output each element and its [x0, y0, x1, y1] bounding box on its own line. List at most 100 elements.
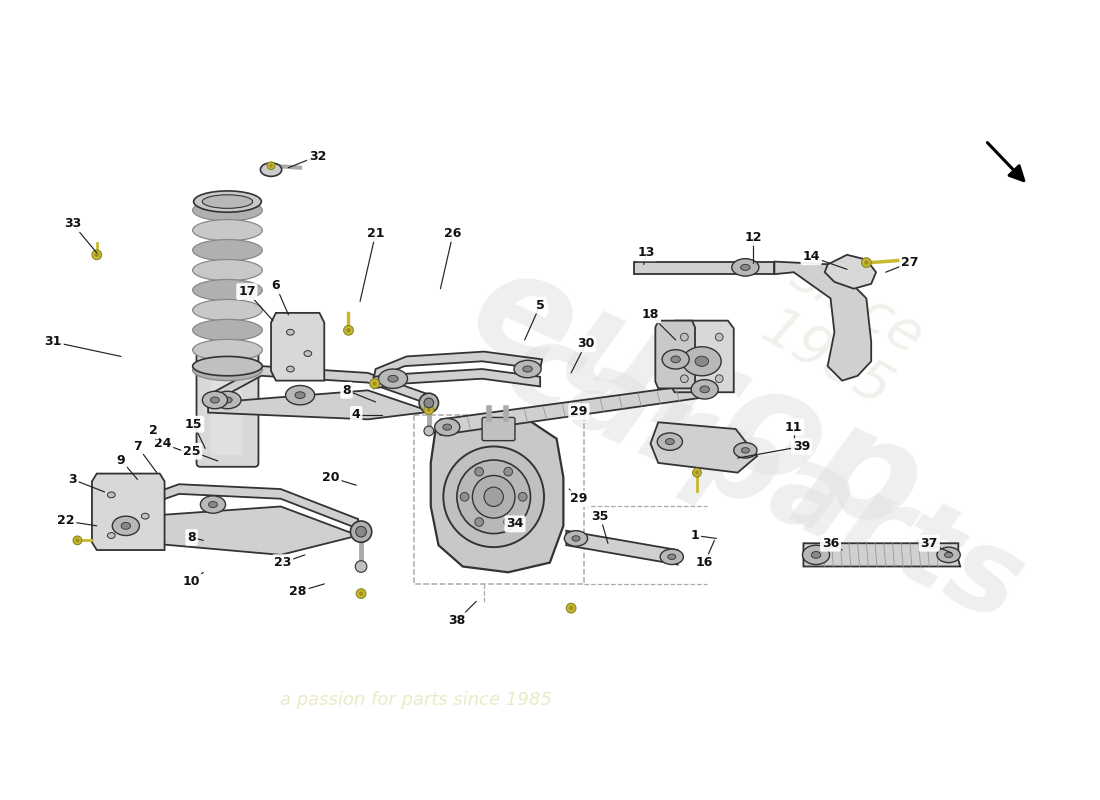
- Circle shape: [427, 407, 431, 412]
- Ellipse shape: [668, 554, 675, 559]
- Text: 24: 24: [154, 437, 172, 450]
- Ellipse shape: [261, 163, 282, 176]
- Ellipse shape: [222, 397, 232, 403]
- Ellipse shape: [671, 356, 681, 362]
- Text: 33: 33: [64, 218, 81, 230]
- Polygon shape: [656, 321, 695, 388]
- Ellipse shape: [194, 191, 262, 212]
- Ellipse shape: [200, 496, 225, 514]
- Text: 9: 9: [117, 454, 125, 466]
- Text: 30: 30: [578, 338, 594, 350]
- Ellipse shape: [378, 369, 407, 388]
- Ellipse shape: [734, 442, 757, 458]
- Ellipse shape: [286, 366, 295, 372]
- Circle shape: [355, 561, 367, 572]
- Circle shape: [484, 487, 504, 506]
- Ellipse shape: [304, 350, 311, 357]
- Ellipse shape: [192, 279, 262, 301]
- Polygon shape: [374, 352, 542, 378]
- Circle shape: [76, 538, 79, 542]
- Text: 36: 36: [822, 537, 839, 550]
- Polygon shape: [825, 255, 876, 289]
- Ellipse shape: [192, 219, 262, 241]
- Ellipse shape: [388, 375, 398, 382]
- Ellipse shape: [700, 386, 710, 393]
- Ellipse shape: [108, 492, 115, 498]
- Ellipse shape: [660, 549, 683, 565]
- Ellipse shape: [695, 356, 708, 366]
- Text: 29: 29: [570, 492, 587, 506]
- Circle shape: [460, 493, 469, 501]
- Text: 7: 7: [133, 440, 142, 453]
- Circle shape: [346, 328, 351, 333]
- Text: europ: europ: [450, 235, 944, 565]
- FancyBboxPatch shape: [482, 418, 515, 441]
- Text: 21: 21: [366, 227, 384, 240]
- Ellipse shape: [192, 359, 262, 381]
- Ellipse shape: [937, 547, 960, 562]
- Ellipse shape: [741, 448, 749, 453]
- Circle shape: [424, 398, 433, 408]
- Text: 27: 27: [901, 256, 918, 269]
- Ellipse shape: [662, 350, 690, 369]
- Ellipse shape: [286, 386, 315, 405]
- Ellipse shape: [112, 516, 140, 535]
- Text: 8: 8: [187, 531, 196, 544]
- Text: 10: 10: [183, 575, 200, 589]
- Polygon shape: [92, 474, 165, 550]
- Text: 39: 39: [793, 440, 810, 453]
- Text: 12: 12: [745, 231, 762, 244]
- Ellipse shape: [192, 200, 262, 221]
- Ellipse shape: [803, 545, 829, 565]
- Circle shape: [343, 326, 353, 335]
- Ellipse shape: [121, 522, 131, 530]
- Circle shape: [715, 375, 723, 382]
- Circle shape: [95, 253, 99, 257]
- Circle shape: [475, 467, 484, 476]
- Text: 25: 25: [183, 445, 200, 458]
- Ellipse shape: [192, 357, 262, 376]
- Text: 17: 17: [238, 285, 255, 298]
- Circle shape: [359, 591, 363, 596]
- Text: 18: 18: [641, 308, 659, 322]
- Polygon shape: [208, 366, 431, 405]
- Bar: [415, 414, 584, 584]
- Ellipse shape: [192, 339, 262, 361]
- Polygon shape: [566, 530, 678, 565]
- Ellipse shape: [666, 438, 674, 445]
- Circle shape: [424, 426, 433, 436]
- Text: carparts: carparts: [488, 308, 1042, 647]
- Text: 37: 37: [921, 537, 938, 550]
- Circle shape: [681, 375, 689, 382]
- Polygon shape: [117, 506, 359, 555]
- Text: 16: 16: [696, 556, 714, 569]
- Text: 4: 4: [352, 408, 361, 421]
- Circle shape: [73, 536, 81, 545]
- Circle shape: [518, 493, 527, 501]
- Ellipse shape: [945, 552, 953, 558]
- Polygon shape: [117, 484, 359, 529]
- Text: 3: 3: [68, 473, 77, 486]
- Circle shape: [693, 468, 702, 477]
- Text: 26: 26: [444, 227, 462, 240]
- Ellipse shape: [572, 536, 580, 541]
- Polygon shape: [271, 313, 324, 381]
- Text: 11: 11: [785, 421, 803, 434]
- Polygon shape: [634, 262, 774, 274]
- Circle shape: [443, 446, 544, 547]
- Text: 35: 35: [592, 510, 608, 522]
- FancyBboxPatch shape: [197, 353, 258, 466]
- Circle shape: [373, 382, 377, 386]
- Circle shape: [504, 467, 513, 476]
- Ellipse shape: [295, 392, 305, 398]
- Ellipse shape: [691, 380, 718, 399]
- Circle shape: [695, 470, 698, 474]
- Ellipse shape: [192, 259, 262, 281]
- Ellipse shape: [141, 514, 150, 519]
- Polygon shape: [431, 418, 563, 572]
- Ellipse shape: [192, 239, 262, 261]
- Ellipse shape: [209, 502, 218, 507]
- Polygon shape: [208, 390, 431, 419]
- Ellipse shape: [202, 391, 228, 409]
- Circle shape: [472, 475, 515, 518]
